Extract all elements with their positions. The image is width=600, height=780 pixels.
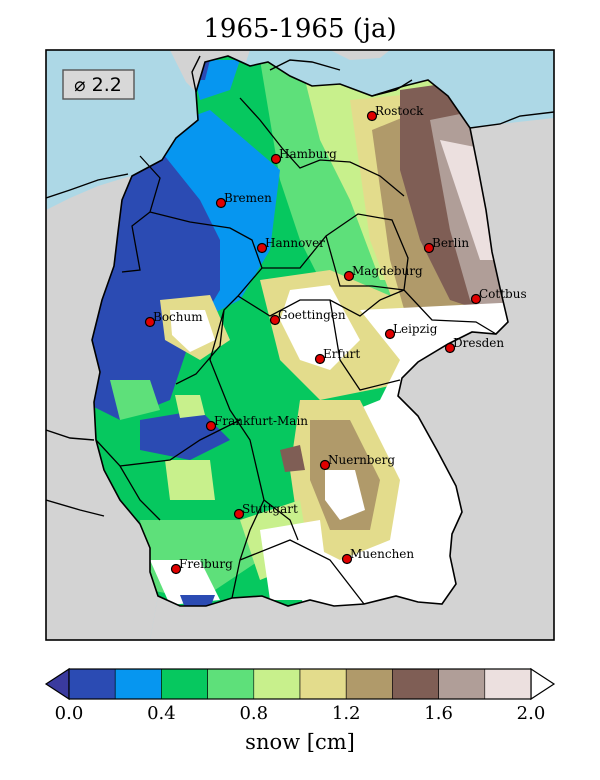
- snow-map: ⌀ 2.2 Rostock Hamburg Bremen Berlin Hannover…: [45, 49, 555, 641]
- germany-outline: [91, 55, 509, 607]
- city-label: Hamburg: [279, 147, 337, 161]
- colorbar-under-triangle: [44, 667, 70, 701]
- state-borders: [95, 155, 497, 605]
- coastline-north: [46, 55, 554, 199]
- neighbour-land-south-east: [150, 118, 554, 640]
- city-dresden: Dresden: [444, 336, 504, 354]
- neighbour-land-denmark: [170, 50, 250, 92]
- colorbar-segment: [438, 668, 486, 700]
- colorbar-frame: [68, 668, 532, 700]
- city-label: Frankfurt-Main: [214, 414, 308, 428]
- city-label: Dresden: [453, 336, 504, 350]
- colorbar-tick-label: 0.0: [55, 703, 84, 724]
- colorbar-tick-label: 2.0: [517, 703, 546, 724]
- city-rostock: Rostock: [366, 104, 424, 122]
- colorbar-segment: [161, 668, 208, 700]
- city-label: Leipzig: [393, 322, 438, 336]
- city-marker: [144, 316, 156, 328]
- city-label: Bochum: [153, 310, 203, 324]
- city-freiburg: Freiburg: [170, 557, 233, 575]
- map-frame: [45, 49, 555, 641]
- city-label: Magdeburg: [352, 264, 423, 278]
- city-label: Freiburg: [179, 557, 233, 571]
- city-marker: [366, 110, 378, 122]
- colorbar-segment: [207, 668, 255, 700]
- city-marker: [233, 508, 245, 520]
- neighbour-land-scandinavia: [330, 50, 390, 60]
- city-hannover: Hannover: [256, 236, 325, 254]
- city-frankfurt-main: Frankfurt-Main: [205, 414, 308, 432]
- city-label: Stuttgart: [242, 502, 298, 516]
- city-marker: [470, 293, 482, 305]
- city-stuttgart: Stuttgart: [233, 502, 298, 520]
- colorbar-segment: [484, 668, 532, 700]
- city-muenchen: Muenchen: [341, 547, 414, 565]
- city-marker: [384, 328, 396, 340]
- city-label: Muenchen: [350, 547, 414, 561]
- colorbar-segment: [114, 668, 162, 700]
- city-berlin: Berlin: [423, 236, 469, 254]
- city-erfurt: Erfurt: [314, 347, 360, 365]
- colorbar-segment: [392, 668, 439, 700]
- city-marker: [205, 420, 217, 432]
- city-label: Hannover: [265, 236, 325, 250]
- colorbar-label: snow [cm]: [245, 730, 355, 754]
- city-magdeburg: Magdeburg: [343, 264, 423, 282]
- map-title: 1965-1965 (ja): [203, 14, 397, 44]
- city-hamburg: Hamburg: [270, 147, 337, 165]
- city-marker: [256, 242, 268, 254]
- colorbar-segment: [345, 668, 393, 700]
- city-bochum: Bochum: [144, 310, 203, 328]
- city-label: Berlin: [432, 236, 469, 250]
- mean-box: ⌀ 2.2: [62, 69, 135, 100]
- city-label: Bremen: [224, 191, 272, 205]
- colorbar-segment: [299, 668, 347, 700]
- city-marker: [319, 459, 331, 471]
- city-goettingen: Goettingen: [269, 308, 346, 326]
- colorbar-tick-label: 1.6: [424, 703, 453, 724]
- colorbar-tick-label: 0.4: [147, 703, 176, 724]
- city-marker: [343, 270, 355, 282]
- city-marker: [341, 553, 353, 565]
- city-label: Goettingen: [278, 308, 346, 322]
- city-marker: [269, 314, 281, 326]
- mean-value: ⌀ 2.2: [74, 74, 122, 96]
- colorbar-over-triangle: [530, 667, 556, 701]
- city-bremen: Bremen: [215, 191, 272, 209]
- colorbar-tick-label: 0.8: [239, 703, 268, 724]
- city-label: Rostock: [375, 104, 424, 118]
- colorbar-segment: [253, 668, 301, 700]
- city-leipzig: Leipzig: [384, 322, 438, 340]
- city-marker: [314, 353, 326, 365]
- city-layer: Rostock Hamburg Bremen Berlin Hannover Magdeb…: [144, 104, 527, 575]
- neighbour-land-west: [46, 176, 158, 640]
- city-marker: [444, 342, 456, 354]
- city-marker: [170, 563, 182, 575]
- city-label: Cottbus: [479, 287, 527, 301]
- neighbour-border-west: [46, 429, 105, 517]
- city-label: Nuernberg: [328, 453, 395, 467]
- colorbar-segment: [68, 668, 116, 700]
- city-marker: [423, 242, 435, 254]
- state-border-north: [239, 97, 405, 197]
- city-label: Erfurt: [323, 347, 360, 361]
- city-marker: [270, 153, 282, 165]
- city-marker: [215, 197, 227, 209]
- colorbar-tick-label: 1.2: [332, 703, 361, 724]
- city-nuernberg: Nuernberg: [319, 453, 395, 471]
- city-cottbus: Cottbus: [470, 287, 527, 305]
